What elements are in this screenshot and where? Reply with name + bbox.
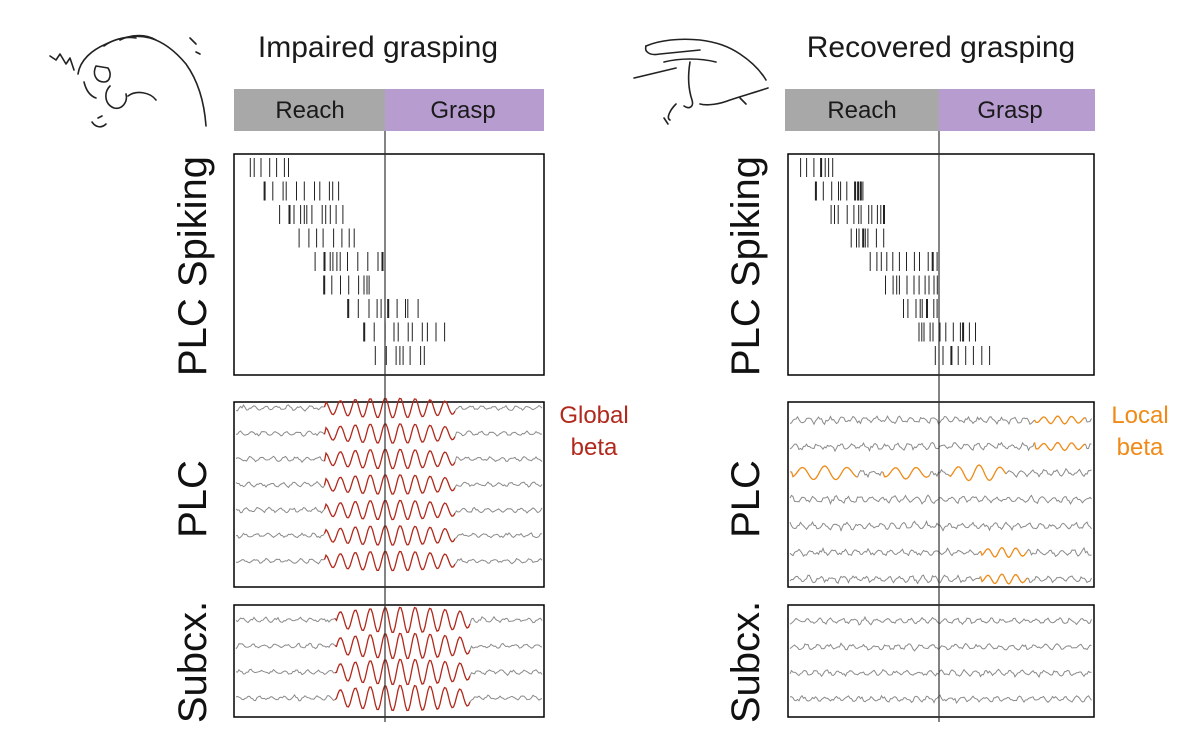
- lfp-trace: [334, 606, 471, 634]
- lfp-trace: [469, 642, 543, 651]
- reach-phase-bar: [234, 89, 385, 131]
- lfp-trace: [789, 574, 981, 585]
- lfp-trace: [334, 632, 471, 660]
- local-beta-label-line2: beta: [1117, 434, 1164, 461]
- lfp-trace: [323, 499, 456, 521]
- lfp-trace: [454, 506, 543, 514]
- lfp-trace: [1026, 546, 1092, 558]
- lfp-trace: [235, 693, 336, 702]
- lfp-trace: [235, 557, 325, 565]
- lfp-trace: [790, 694, 1092, 705]
- lfp-trace: [454, 404, 543, 412]
- lfp-trace: [454, 557, 543, 565]
- spike-raster: [249, 158, 446, 365]
- plc-lfp-traces: [789, 415, 1092, 585]
- lfp-trace: [882, 466, 930, 480]
- grasp-phase-label: Grasp: [430, 97, 495, 124]
- lfp-trace: [1033, 415, 1086, 425]
- lfp-trace: [454, 455, 543, 463]
- subcx-lfp-box: [233, 604, 545, 718]
- lfp-trace: [469, 615, 543, 625]
- lfp-trace: [454, 481, 543, 488]
- lfp-trace: [235, 506, 325, 514]
- open-hand-icon: [633, 38, 769, 125]
- lfp-trace: [334, 684, 471, 712]
- lfp-trace: [789, 615, 1092, 626]
- lfp-trace: [789, 415, 1035, 426]
- global-beta-label-line1: Global: [559, 402, 628, 429]
- lfp-trace: [789, 642, 1092, 652]
- lfp-trace: [323, 525, 456, 546]
- lfp-trace: [454, 532, 543, 540]
- plc-lfp-box: [233, 401, 545, 588]
- row-label-plc: PLC: [171, 460, 215, 538]
- lfp-trace: [789, 547, 981, 558]
- row-label-plc: PLC: [724, 460, 768, 538]
- spiking-raster-box: [233, 153, 545, 376]
- row-label-plc-spiking: PLC Spiking: [171, 156, 215, 376]
- panel-impaired: Impaired grasping Reach Grasp PLC Spikin…: [49, 31, 629, 723]
- grasp-phase-bar: [385, 89, 544, 131]
- lfp-trace: [469, 694, 543, 703]
- lfp-trace: [789, 520, 1092, 532]
- lfp-trace: [789, 668, 1092, 679]
- lfp-trace: [235, 616, 336, 624]
- subcx-lfp-box: [787, 604, 1095, 718]
- lfp-trace: [235, 642, 336, 650]
- plc-lfp-traces: [235, 397, 543, 572]
- spiking-raster-box: [787, 153, 1095, 376]
- lfp-trace: [236, 532, 325, 539]
- grasp-phase-bar: [939, 89, 1095, 131]
- lfp-trace: [857, 469, 884, 479]
- lfp-trace: [1005, 467, 1092, 478]
- lfp-trace: [323, 550, 456, 572]
- spike-raster: [800, 158, 991, 365]
- lfp-trace: [979, 546, 1028, 559]
- global-beta-label-line2: beta: [571, 434, 618, 461]
- reach-phase-label: Reach: [827, 97, 896, 124]
- local-beta-label-line1: Local: [1111, 402, 1168, 429]
- row-label-subcx: Subcx.: [171, 601, 215, 723]
- lfp-trace: [1033, 442, 1086, 452]
- lfp-trace: [979, 573, 1028, 585]
- lfp-trace: [235, 455, 325, 464]
- lfp-trace: [1026, 575, 1092, 584]
- plc-lfp-box: [787, 401, 1095, 588]
- lfp-trace: [948, 464, 1007, 482]
- lfp-trace: [469, 669, 543, 677]
- lfp-trace: [334, 658, 471, 686]
- row-label-subcx: Subcx.: [724, 601, 768, 723]
- lfp-trace: [235, 668, 336, 676]
- lfp-trace: [235, 404, 325, 412]
- grasp-phase-label: Grasp: [977, 97, 1042, 124]
- lfp-trace: [323, 474, 456, 495]
- subcx-lfp-traces: [789, 615, 1092, 705]
- lfp-trace: [789, 494, 1092, 506]
- lfp-trace: [789, 441, 1035, 453]
- lfp-trace: [1085, 443, 1092, 450]
- lfp-trace: [235, 480, 325, 489]
- clenched-hand-tremor-icon: [49, 34, 207, 128]
- lfp-trace: [323, 397, 456, 419]
- panel-title: Impaired grasping: [258, 31, 498, 64]
- reach-phase-bar: [785, 89, 939, 131]
- row-label-plc-spiking: PLC Spiking: [724, 156, 768, 376]
- panel-title: Recovered grasping: [807, 31, 1076, 64]
- lfp-trace: [790, 465, 858, 481]
- lfp-trace: [454, 430, 542, 437]
- subcx-lfp-traces: [235, 606, 543, 712]
- lfp-trace: [323, 448, 456, 470]
- panel-recovered: Recovered grasping Reach Grasp PLC Spiki…: [633, 31, 1169, 723]
- lfp-trace: [1085, 417, 1092, 423]
- reach-phase-label: Reach: [275, 97, 344, 124]
- lfp-trace: [323, 423, 456, 444]
- lfp-trace: [235, 430, 325, 437]
